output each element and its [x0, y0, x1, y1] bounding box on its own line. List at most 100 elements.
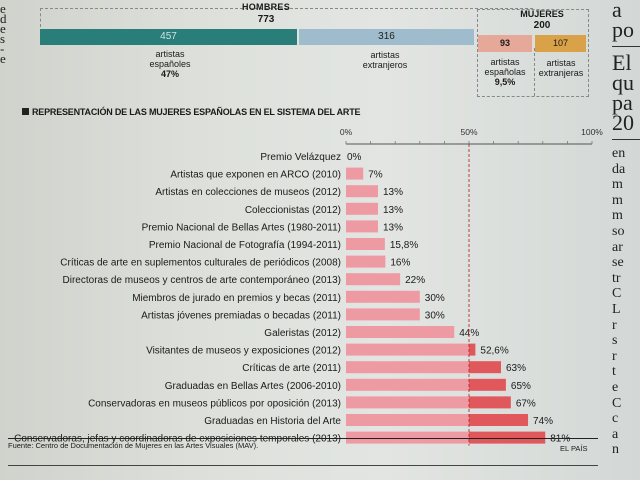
hombres-total: 773 — [257, 14, 275, 25]
category-label: Coleccionistas (2012) — [245, 205, 341, 216]
value-label: 30% — [425, 293, 445, 304]
section-title: REPRESENTACIÓN DE LAS MUJERES ESPAÑOLAS … — [22, 107, 361, 117]
bar — [346, 396, 469, 409]
column-fragment-text: tr — [612, 270, 621, 286]
category-label: Conservadoras en museos públicos por opo… — [88, 398, 341, 409]
value-label: 16% — [390, 258, 410, 269]
value-label: 30% — [425, 310, 445, 321]
value-label: 52,6% — [480, 346, 508, 357]
bar-mujeres-espanolas: 93 — [478, 35, 532, 52]
x-tick-label: 0% — [340, 127, 353, 137]
hombres-bracket — [40, 8, 533, 27]
category-label: Graduadas en Bellas Artes (2006-2010) — [165, 381, 341, 392]
label-mujeres-espanolas: artistas españolas 9,5% — [478, 57, 532, 87]
category-label: Artistas en colecciones de museos (2012) — [155, 187, 341, 198]
label-line: españoles — [149, 59, 191, 69]
category-label: Premio Nacional de Bellas Artes (1980-20… — [142, 222, 341, 233]
column-fragment-text: L — [612, 301, 621, 317]
column-fragment-text: C — [612, 395, 622, 411]
column-fragment-text: r — [612, 317, 617, 333]
bar — [346, 290, 420, 303]
bar — [346, 326, 455, 338]
value-label: 74% — [533, 416, 553, 427]
source-note: Fuente: Centro de Documentación de Mujer… — [8, 441, 259, 450]
bar — [346, 185, 378, 198]
column-rule — [612, 139, 640, 140]
column-fragment-text: da — [612, 161, 626, 177]
hombres-label: HOMBRES — [241, 2, 291, 12]
value-label: 13% — [383, 205, 403, 216]
bar-above-50 — [469, 414, 529, 426]
value-label: 7% — [368, 170, 383, 181]
category-label: Galeristas (2012) — [264, 328, 341, 339]
value-label: 81% — [550, 434, 570, 445]
category-label: Críticas de arte en suplementos cultural… — [60, 258, 341, 269]
column-fragment-text: t — [612, 364, 616, 380]
label-hombres-extranjeros: artistas extranjeros — [340, 50, 430, 70]
mujeres-bracket — [477, 9, 589, 97]
category-label: Conservadoras, jefas y coordinadoras de … — [14, 434, 341, 445]
column-fragment-text: po — [612, 17, 634, 42]
label-hombres-espanoles: artistas españoles 47% — [130, 49, 210, 79]
bottom-rule — [8, 465, 598, 466]
column-fragment-text: 20 — [612, 110, 634, 135]
bar — [346, 255, 386, 268]
column-fragment-text: s — [0, 31, 6, 46]
bar-above-50 — [469, 361, 501, 374]
bar — [346, 343, 469, 356]
value-label: 15,8% — [390, 240, 418, 251]
x-tick-label: 100% — [581, 127, 603, 137]
column-fragment-text: se — [612, 255, 624, 271]
column-fragment-text: n — [612, 442, 619, 458]
footer-rule — [8, 438, 598, 439]
bar-hombres-extranjeros: 316 — [299, 29, 474, 45]
square-bullet-icon — [22, 108, 29, 115]
bar-mujeres-extranjeras: 107 — [535, 35, 586, 52]
mujeres-label: MUJERES — [520, 9, 564, 19]
bar — [346, 220, 378, 233]
mujeres-divider — [534, 48, 536, 96]
value-label: 67% — [516, 398, 536, 409]
column-rule — [612, 46, 640, 47]
bar-hombres-espanoles: 457 — [40, 29, 297, 45]
column-fragment-text: pa — [612, 90, 633, 115]
bar-above-50 — [469, 343, 476, 356]
label-line: artistas — [155, 49, 185, 59]
bar — [346, 167, 364, 180]
column-fragment-text: so — [612, 223, 625, 239]
category-label: Artistas que exponen en ARCO (2010) — [170, 170, 341, 181]
bar-above-50 — [469, 378, 506, 391]
section-title-text: REPRESENTACIÓN DE LAS MUJERES ESPAÑOLAS … — [32, 107, 361, 117]
pct-hombres-espanoles: 47% — [160, 69, 179, 79]
label-line: artistas — [546, 58, 576, 68]
column-fragment-text: m — [612, 208, 623, 224]
bar — [346, 378, 469, 391]
category-label: Directoras de museos y centros de arte c… — [63, 275, 341, 286]
column-fragment-text: en — [612, 146, 626, 161]
x-tick-label: 50% — [460, 127, 477, 137]
value-label: 65% — [511, 381, 531, 392]
label-mujeres-extranjeras: artistas extranjeras — [535, 58, 587, 78]
value-label: 13% — [383, 187, 403, 198]
value-label: 0% — [347, 152, 362, 163]
column-fragment-text: El — [612, 50, 632, 75]
value-label: 63% — [506, 363, 526, 374]
bar — [346, 414, 469, 426]
bar — [346, 273, 401, 286]
bar-above-50 — [469, 431, 546, 444]
column-fragment-text: e — [0, 21, 6, 36]
category-label: Críticas de arte (2011) — [242, 363, 341, 374]
mujeres-total: 200 — [533, 20, 551, 31]
column-fragment-text: m — [612, 177, 623, 193]
category-label: Graduadas en Historia del Arte — [204, 416, 341, 427]
label-line: extranjeros — [362, 60, 408, 70]
value-label: 22% — [405, 275, 425, 286]
category-label: Premio Nacional de Fotografía (1994-2011… — [149, 240, 341, 251]
column-fragment-text: d — [0, 11, 7, 26]
pct-mujeres-espanolas: 9,5% — [494, 77, 516, 87]
column-fragment-text: - — [0, 41, 5, 56]
column-fragment-text: r — [612, 348, 617, 364]
